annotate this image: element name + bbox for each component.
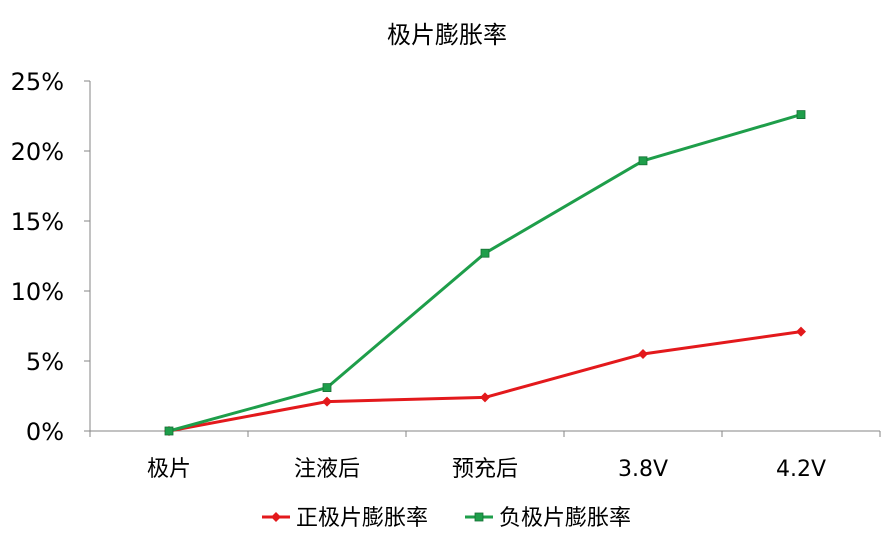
data-point (480, 392, 490, 403)
data-point (638, 156, 648, 166)
series-line (168, 330, 802, 433)
x-tick-label: 极片 (147, 457, 191, 482)
x-tick-label: 4.2V (776, 457, 826, 482)
data-point (322, 383, 332, 393)
legend-marker (474, 512, 484, 522)
legend-item: 负极片膨胀率 (465, 506, 631, 531)
data-point (480, 248, 490, 258)
legend: 正极片膨胀率 负极片膨胀率 (262, 506, 631, 531)
series-1 (164, 326, 806, 436)
axes: 0% 5% 10% 15% 20% 25% 极片 注液后 预充后 3.8V 4.2V (11, 68, 881, 482)
data-point (796, 326, 806, 337)
data-point (796, 110, 806, 119)
legend-marker (271, 512, 281, 522)
legend-label: 正极片膨胀率 (296, 506, 428, 531)
y-tick-label: 25% (11, 68, 64, 96)
series-line (168, 113, 802, 433)
data-point (638, 349, 648, 359)
x-tick-label: 3.8V (618, 457, 668, 482)
y-tick-label: 5% (26, 348, 64, 376)
legend-item: 正极片膨胀率 (262, 506, 428, 531)
series-layer (164, 110, 806, 436)
series-2 (164, 110, 806, 436)
y-tick-label: 0% (26, 418, 64, 446)
y-tick-label: 15% (11, 208, 64, 236)
x-tick-label: 注液后 (294, 457, 360, 482)
y-tick-label: 20% (11, 138, 64, 166)
x-tick-label: 预充后 (452, 457, 518, 482)
y-tick-label: 10% (11, 278, 64, 306)
chart-title: 极片膨胀率 (387, 21, 507, 49)
data-point (164, 426, 174, 436)
data-point (322, 396, 332, 407)
legend-label: 负极片膨胀率 (499, 506, 631, 531)
